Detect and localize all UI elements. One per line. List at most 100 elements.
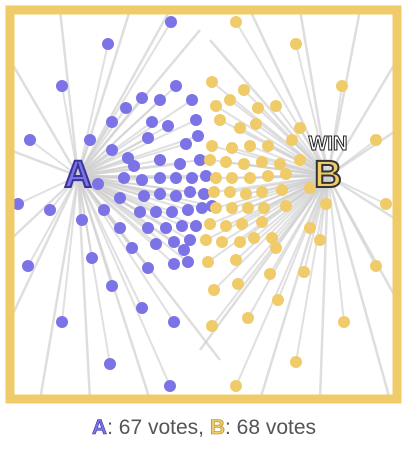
voter-a-dot[interactable]	[186, 94, 198, 106]
voter-b-dot[interactable]	[206, 76, 218, 88]
voter-b-dot[interactable]	[244, 140, 256, 152]
voter-a-dot[interactable]	[104, 358, 116, 370]
voter-b-dot[interactable]	[200, 234, 212, 246]
voter-a-dot[interactable]	[170, 80, 182, 92]
voter-a-dot[interactable]	[180, 138, 192, 150]
voter-b-dot[interactable]	[220, 220, 232, 232]
candidate-b-label[interactable]: B	[313, 153, 342, 197]
voter-b-dot[interactable]	[204, 218, 216, 230]
voter-a-dot[interactable]	[186, 172, 198, 184]
voter-a-dot[interactable]	[114, 192, 126, 204]
voter-b-dot[interactable]	[250, 118, 262, 130]
voter-b-dot[interactable]	[304, 182, 316, 194]
voter-b-dot[interactable]	[264, 268, 276, 280]
voter-b-dot[interactable]	[226, 142, 238, 154]
voter-b-dot[interactable]	[290, 356, 302, 368]
voter-b-dot[interactable]	[230, 380, 242, 392]
voter-b-dot[interactable]	[238, 84, 250, 96]
voter-b-dot[interactable]	[270, 242, 282, 254]
voter-a-dot[interactable]	[160, 222, 172, 234]
voter-a-dot[interactable]	[136, 302, 148, 314]
voter-b-dot[interactable]	[208, 186, 220, 198]
voter-b-dot[interactable]	[304, 222, 316, 234]
voter-a-dot[interactable]	[150, 238, 162, 250]
voter-a-dot[interactable]	[200, 170, 212, 182]
voter-a-dot[interactable]	[138, 190, 150, 202]
voter-b-dot[interactable]	[286, 134, 298, 146]
voter-a-dot[interactable]	[198, 188, 210, 200]
voter-b-dot[interactable]	[234, 236, 246, 248]
voter-b-dot[interactable]	[320, 198, 332, 210]
voter-b-dot[interactable]	[208, 284, 220, 296]
voter-b-dot[interactable]	[266, 232, 278, 244]
voter-b-dot[interactable]	[210, 202, 222, 214]
voter-a-dot[interactable]	[98, 204, 110, 216]
voter-a-dot[interactable]	[184, 186, 196, 198]
voter-b-dot[interactable]	[230, 16, 242, 28]
voter-a-dot[interactable]	[44, 204, 56, 216]
voter-b-dot[interactable]	[238, 158, 250, 170]
voter-a-dot[interactable]	[168, 316, 180, 328]
voter-b-dot[interactable]	[226, 202, 238, 214]
voter-b-dot[interactable]	[234, 122, 246, 134]
voter-a-dot[interactable]	[178, 244, 190, 256]
voter-b-dot[interactable]	[262, 140, 274, 152]
voter-a-dot[interactable]	[190, 220, 202, 232]
voter-b-dot[interactable]	[274, 158, 286, 170]
voter-b-dot[interactable]	[256, 216, 268, 228]
voter-a-dot[interactable]	[106, 280, 118, 292]
voter-b-dot[interactable]	[272, 294, 284, 306]
voter-b-dot[interactable]	[230, 254, 242, 266]
voter-a-dot[interactable]	[56, 80, 68, 92]
voter-a-dot[interactable]	[22, 260, 34, 272]
voter-a-dot[interactable]	[24, 134, 36, 146]
voter-a-dot[interactable]	[128, 160, 140, 172]
voter-a-dot[interactable]	[154, 172, 166, 184]
voter-b-dot[interactable]	[224, 186, 236, 198]
voter-b-dot[interactable]	[380, 198, 392, 210]
voter-b-dot[interactable]	[242, 202, 254, 214]
voter-a-dot[interactable]	[168, 236, 180, 248]
voter-b-dot[interactable]	[248, 232, 260, 244]
voter-b-dot[interactable]	[232, 278, 244, 290]
voter-b-dot[interactable]	[202, 256, 214, 268]
voter-a-dot[interactable]	[170, 172, 182, 184]
voter-a-dot[interactable]	[12, 198, 24, 210]
voter-a-dot[interactable]	[150, 206, 162, 218]
voter-a-dot[interactable]	[146, 116, 158, 128]
voter-a-dot[interactable]	[182, 256, 194, 268]
voter-a-dot[interactable]	[86, 252, 98, 264]
voter-a-dot[interactable]	[142, 132, 154, 144]
voter-a-dot[interactable]	[120, 102, 132, 114]
voter-a-dot[interactable]	[114, 222, 126, 234]
voter-b-dot[interactable]	[256, 156, 268, 168]
voter-b-dot[interactable]	[220, 156, 232, 168]
voter-a-dot[interactable]	[166, 206, 178, 218]
voter-b-dot[interactable]	[294, 154, 306, 166]
voter-a-dot[interactable]	[154, 154, 166, 166]
voter-b-dot[interactable]	[294, 122, 306, 134]
voter-a-dot[interactable]	[106, 144, 118, 156]
voter-a-dot[interactable]	[196, 202, 208, 214]
voter-a-dot[interactable]	[118, 172, 130, 184]
voter-a-dot[interactable]	[170, 190, 182, 202]
voter-b-dot[interactable]	[226, 172, 238, 184]
voter-a-dot[interactable]	[164, 380, 176, 392]
voter-b-dot[interactable]	[256, 186, 268, 198]
voter-a-dot[interactable]	[194, 154, 206, 166]
voter-b-dot[interactable]	[338, 316, 350, 328]
voter-a-dot[interactable]	[126, 242, 138, 254]
voter-a-dot[interactable]	[184, 234, 196, 246]
voter-b-dot[interactable]	[204, 154, 216, 166]
voter-b-dot[interactable]	[224, 94, 236, 106]
voter-a-dot[interactable]	[154, 188, 166, 200]
voter-b-dot[interactable]	[336, 80, 348, 92]
voter-b-dot[interactable]	[298, 266, 310, 278]
voter-b-dot[interactable]	[206, 140, 218, 152]
voter-a-dot[interactable]	[102, 38, 114, 50]
voter-b-dot[interactable]	[280, 168, 292, 180]
voter-a-dot[interactable]	[165, 16, 177, 28]
voter-a-dot[interactable]	[56, 316, 68, 328]
voter-b-dot[interactable]	[206, 320, 218, 332]
voter-b-dot[interactable]	[216, 236, 228, 248]
